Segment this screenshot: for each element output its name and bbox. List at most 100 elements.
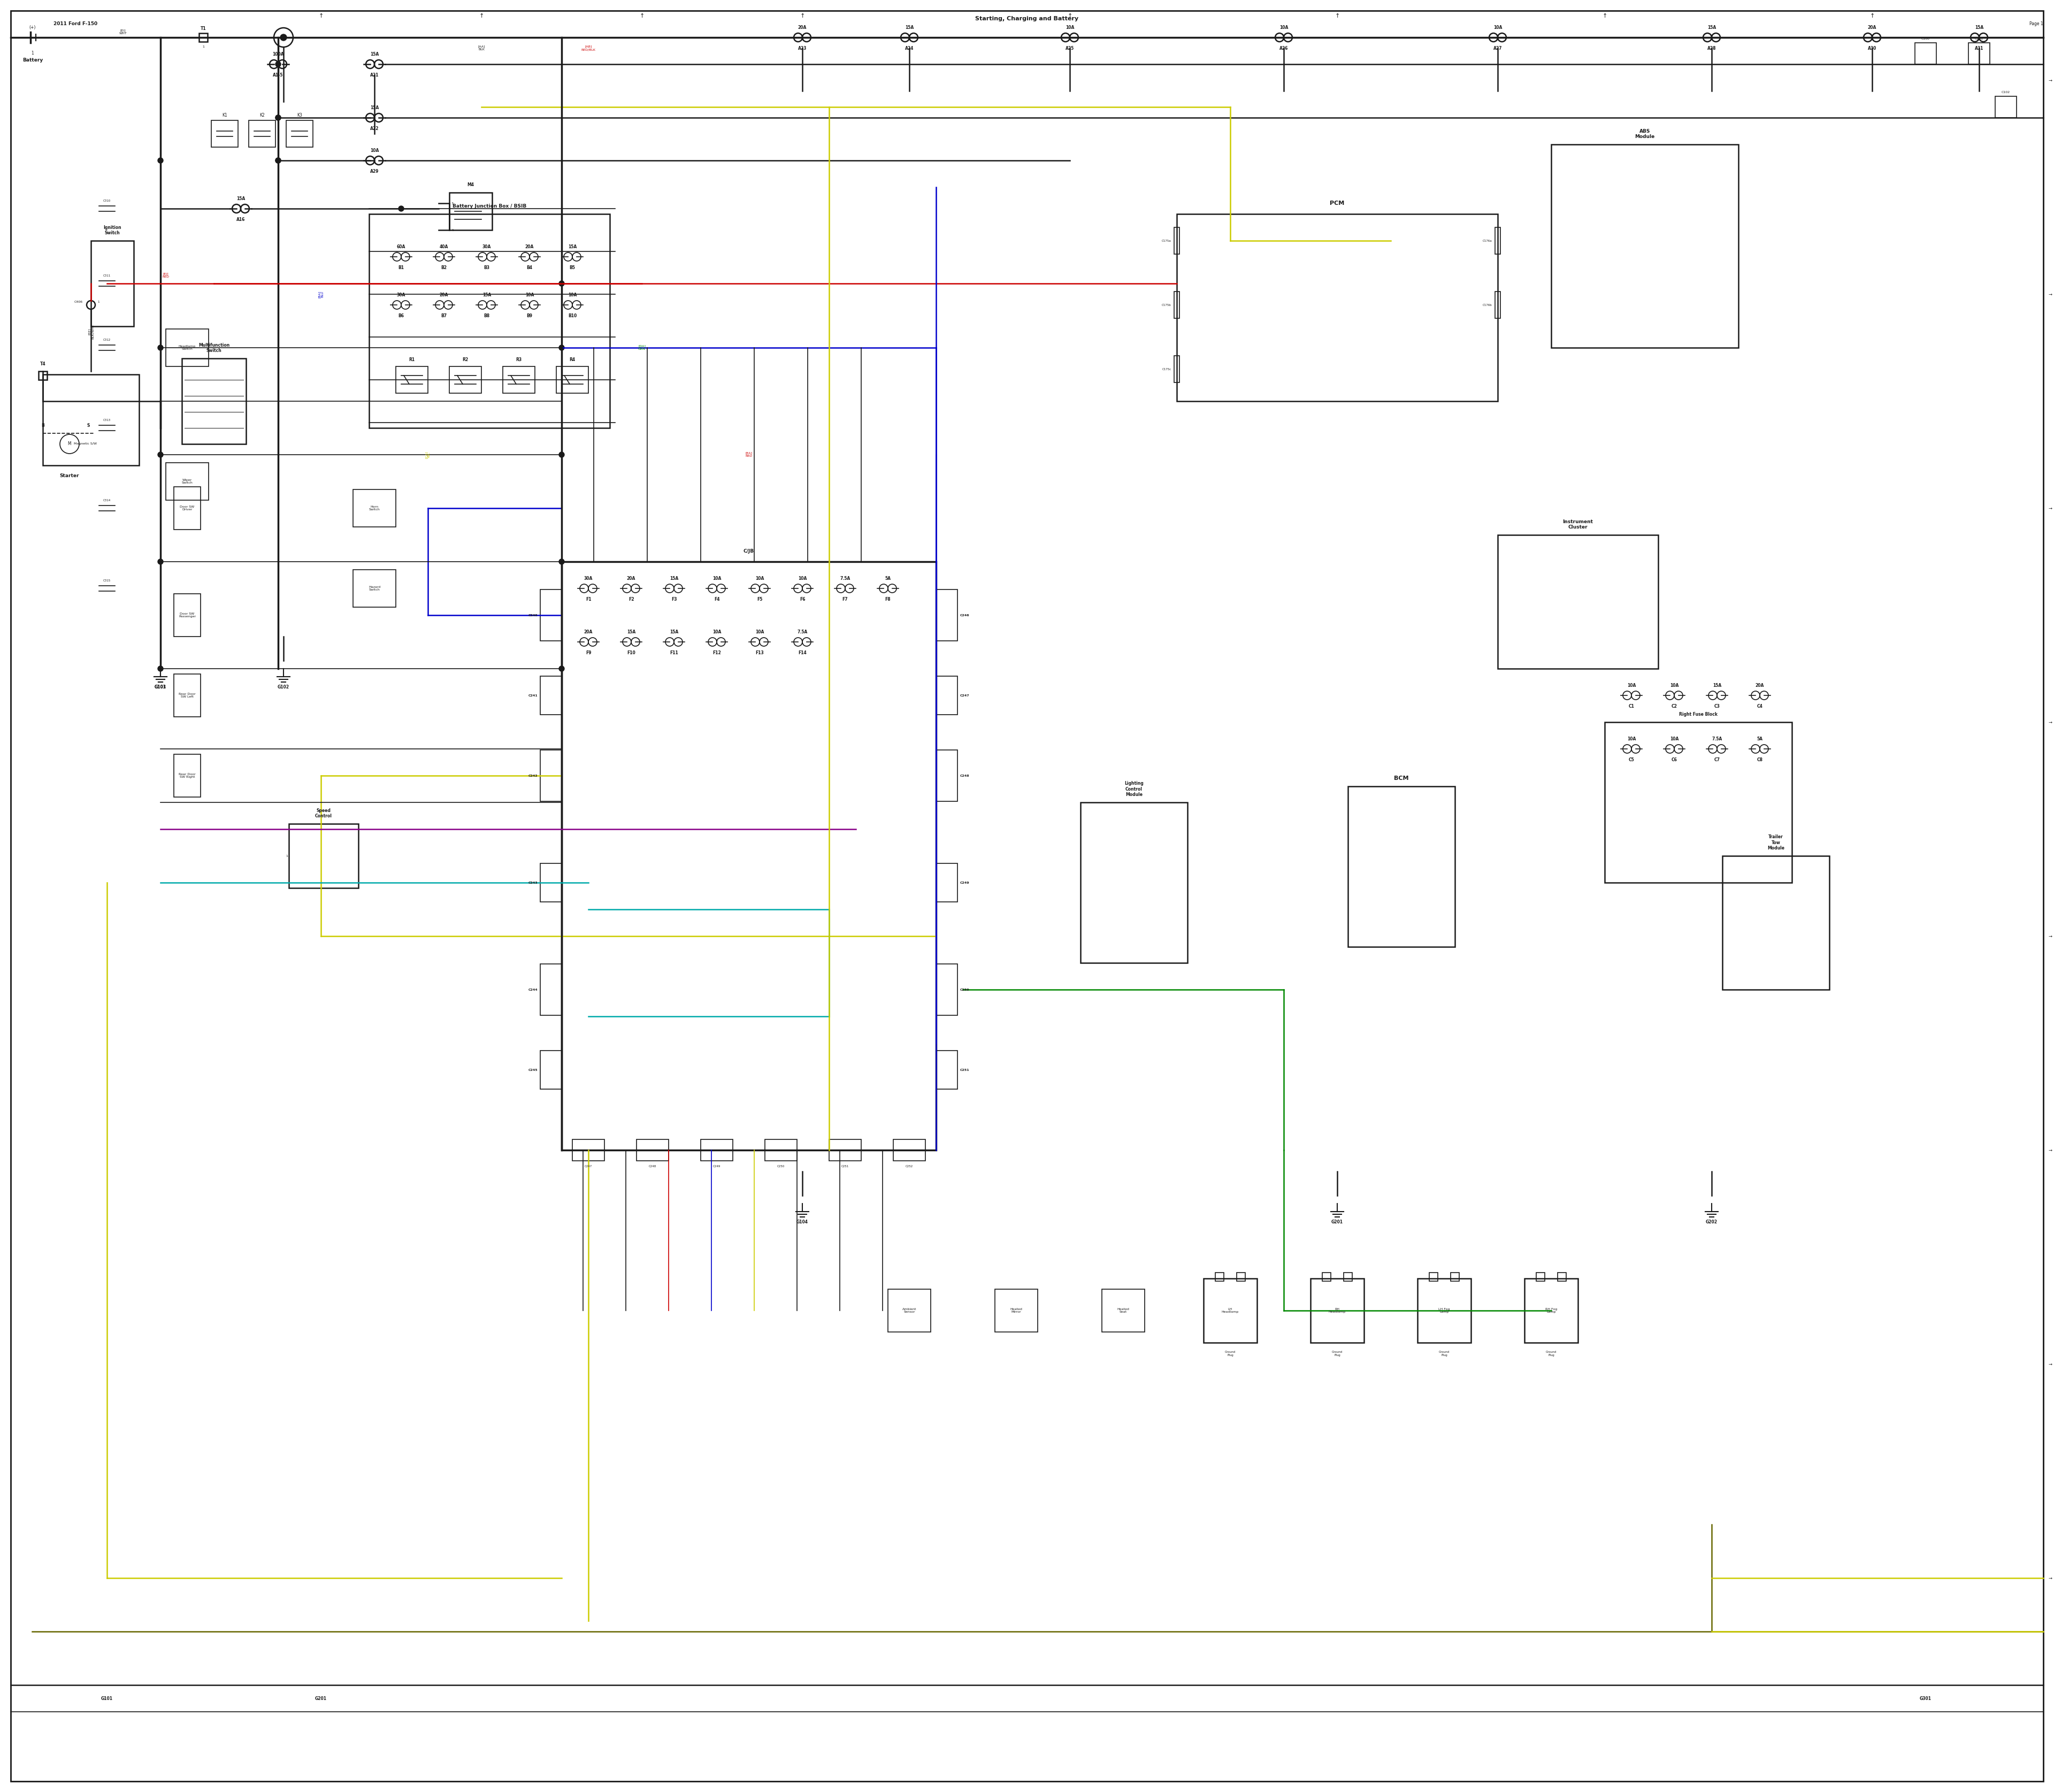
Text: Magnetic S/W: Magnetic S/W [74,443,97,446]
Text: R4: R4 [569,357,575,362]
Text: C4: C4 [1756,704,1762,710]
Bar [893,1140,926,1161]
Text: G103: G103 [154,685,166,690]
Text: 20A: 20A [1756,683,1764,688]
Text: 10A: 10A [1627,737,1635,742]
Text: 3: 3 [452,202,454,204]
Text: C311: C311 [103,274,111,278]
Text: A23: A23 [797,47,807,50]
Text: C249: C249 [959,882,969,883]
Text: F6: F6 [799,597,805,602]
Text: C248: C248 [959,774,969,778]
Text: C249: C249 [713,1165,721,1168]
Text: C100: C100 [1920,38,1931,39]
Bar [1323,1272,1331,1281]
Text: 1: 1 [31,50,35,56]
Text: ↑: ↑ [799,13,805,18]
Text: Door SW
Driver: Door SW Driver [181,505,195,511]
Text: C314: C314 [103,500,111,502]
Text: Ambient
Sensor: Ambient Sensor [902,1308,916,1314]
Text: Ground
Plug: Ground Plug [1547,1351,1557,1357]
Text: C102: C102 [2001,91,2011,93]
Text: C101: C101 [1974,38,1984,39]
Bar [1914,43,1937,65]
Circle shape [158,346,162,351]
Text: 10A: 10A [1280,25,1288,30]
Circle shape [559,667,565,672]
Text: A16: A16 [236,217,244,222]
Text: 15A: 15A [670,575,678,581]
Text: A1-5: A1-5 [273,73,283,77]
Bar [557,366,587,392]
Text: M4: M4 [466,183,474,186]
Text: R2: R2 [462,357,468,362]
Text: C315: C315 [103,579,111,582]
Text: T4: T4 [39,362,45,366]
Bar [1536,1272,1545,1281]
Text: ↑: ↑ [1068,13,1072,18]
Text: C175b: C175b [1163,303,1171,306]
Bar [1551,145,1738,348]
Text: 10A: 10A [1066,25,1074,30]
Text: 10A: 10A [713,629,721,634]
Text: G101: G101 [154,685,166,690]
Text: Ignition
Switch: Ignition Switch [103,226,121,235]
Text: 7.5A: 7.5A [1711,737,1721,742]
Text: F13: F13 [756,650,764,656]
Text: Right Fuse Block: Right Fuse Block [1678,711,1717,717]
Text: 20A: 20A [626,575,635,581]
Text: Multifunction
Switch: Multifunction Switch [199,342,230,353]
Bar [1310,1278,1364,1342]
Text: Starter: Starter [60,473,80,478]
Bar [637,1140,670,1161]
Text: →: → [2048,1575,2052,1581]
Bar [90,240,134,326]
Bar [1175,357,1179,382]
Text: 15A: 15A [1713,683,1721,688]
Circle shape [559,281,565,287]
Text: B5: B5 [569,265,575,271]
Text: K1: K1 [222,113,228,118]
Text: [AB]
RED/BLK: [AB] RED/BLK [581,45,596,50]
Text: Rear Door
SW Left: Rear Door SW Left [179,692,195,699]
Text: A26: A26 [1280,47,1288,50]
Text: F12: F12 [713,650,721,656]
Text: →: → [2048,77,2052,82]
Bar [183,358,246,444]
Text: A31: A31 [1974,47,1984,50]
Text: →: → [2048,505,2052,511]
Bar [353,489,396,527]
Text: C251: C251 [842,1165,848,1168]
Text: Battery: Battery [23,57,43,63]
Text: Trailer
Tow
Module: Trailer Tow Module [1766,835,1785,851]
Text: C176a: C176a [1483,240,1493,242]
Bar [540,1050,561,1090]
Text: C406: C406 [74,301,82,303]
Text: ↑: ↑ [1602,13,1606,18]
Text: 1: 1 [286,855,288,857]
Text: B9: B9 [526,314,532,319]
Text: K2: K2 [259,113,265,118]
Text: F5: F5 [756,597,762,602]
Text: [AA]
BLK: [AA] BLK [479,45,485,50]
Text: C251: C251 [959,1068,969,1072]
Text: [EI]
WHT: [EI] WHT [119,29,127,36]
Text: G101: G101 [101,1695,113,1701]
Text: 10A: 10A [1493,25,1501,30]
Text: G301: G301 [1920,1695,1931,1701]
Text: C243: C243 [528,882,538,883]
Text: 30A: 30A [583,575,594,581]
Text: A28: A28 [1707,47,1715,50]
Text: LH
Headlamp: LH Headlamp [1222,1308,1239,1314]
Text: F8: F8 [885,597,891,602]
Text: RH Fog
Lamp: RH Fog Lamp [1545,1308,1557,1314]
Text: 10A: 10A [756,575,764,581]
Bar [1495,292,1499,319]
Bar [43,375,140,466]
Text: [CA]
YEL: [CA] YEL [425,452,431,459]
Text: C2: C2 [1672,704,1678,710]
Bar [937,1050,957,1090]
Text: K3: K3 [298,113,302,118]
Text: 10A: 10A [797,575,807,581]
Text: B1: B1 [398,265,405,271]
